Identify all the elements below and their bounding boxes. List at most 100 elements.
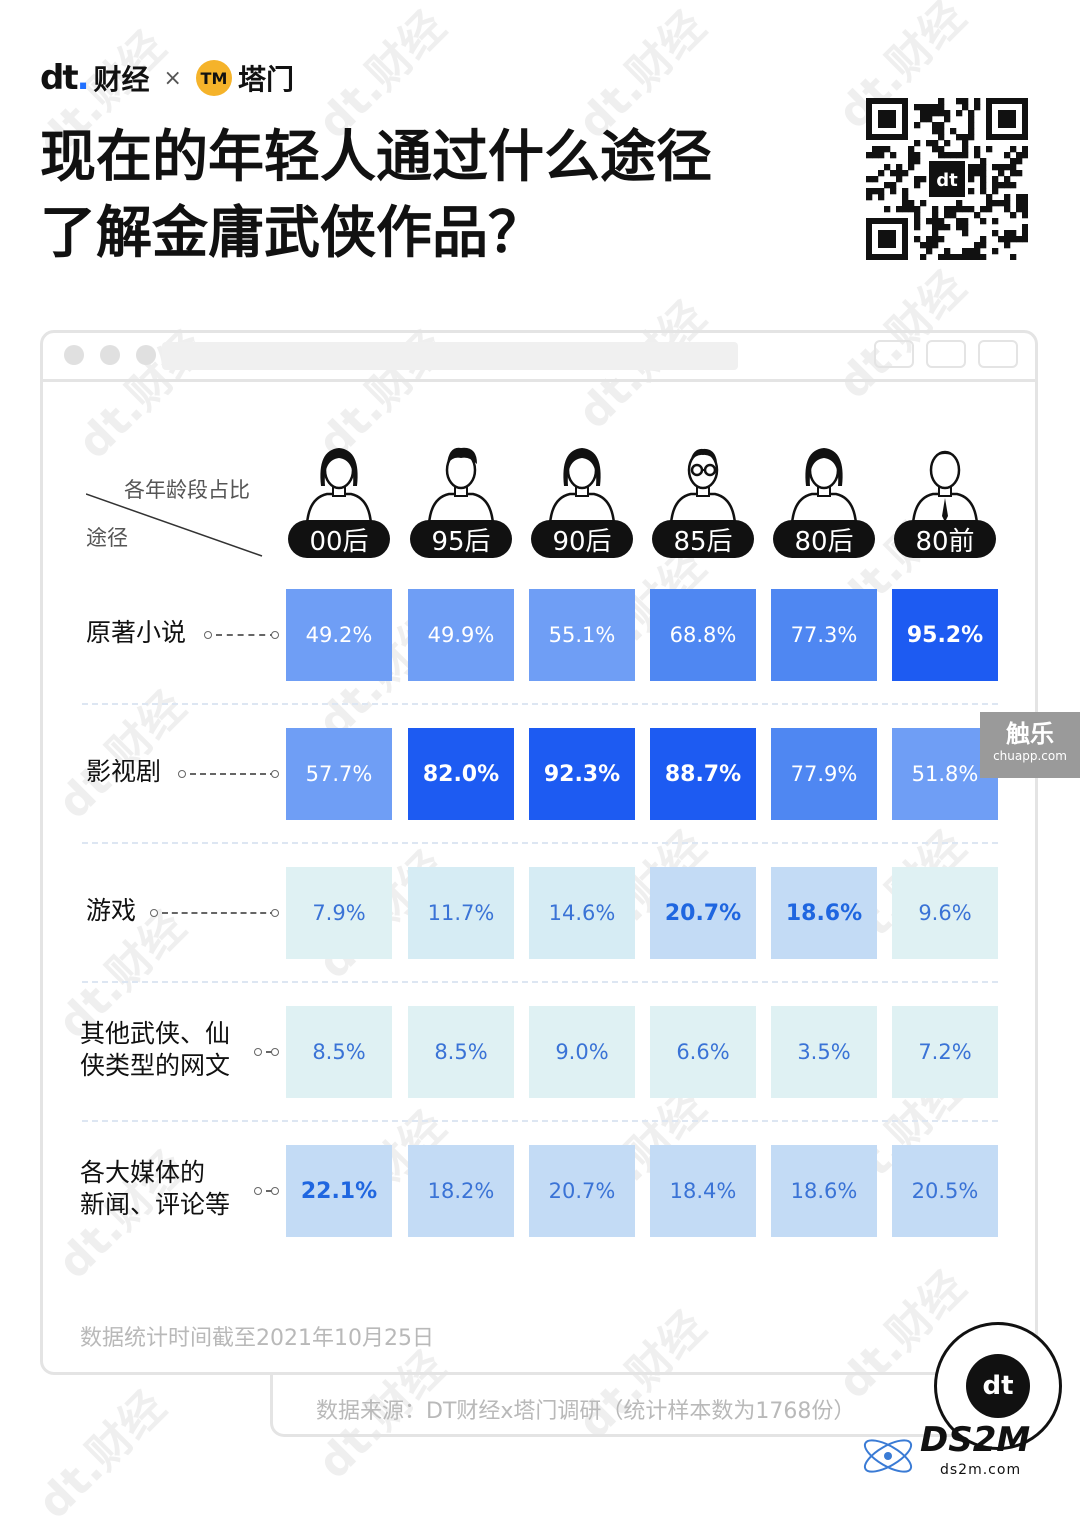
heatmap-cell: 77.9% bbox=[771, 728, 877, 820]
browser-titlebar bbox=[40, 330, 1038, 382]
leader-dot bbox=[271, 631, 279, 639]
heatmap-cell: 92.3% bbox=[529, 728, 635, 820]
footnote: 数据统计时间截至2021年10月25日 bbox=[80, 1326, 434, 1351]
age-group-label: 85后 bbox=[652, 520, 754, 558]
atom-icon bbox=[863, 1439, 913, 1473]
leader-dot bbox=[254, 1048, 262, 1056]
heatmap-cell: 3.5% bbox=[771, 1006, 877, 1098]
dt-brand-name: 财经 bbox=[93, 63, 150, 96]
avatar-icon bbox=[784, 440, 864, 528]
row-label-line: 各大媒体的 bbox=[80, 1158, 206, 1187]
address-bar bbox=[162, 342, 738, 370]
chuapp-watermark: 触乐 chuapp.com bbox=[980, 712, 1080, 778]
heatmap-cell: 68.8% bbox=[650, 589, 756, 681]
row-label-line: 原著小说 bbox=[86, 618, 187, 647]
heatmap-cell: 20.5% bbox=[892, 1145, 998, 1237]
row-label-line: 游戏 bbox=[86, 896, 137, 925]
row-label-line: 影视剧 bbox=[86, 757, 162, 786]
row-label: 游戏 bbox=[86, 895, 136, 927]
heatmap-cell: 9.0% bbox=[529, 1006, 635, 1098]
leader-dot bbox=[150, 909, 158, 917]
age-group-label: 00后 bbox=[288, 520, 390, 558]
row-label: 原著小说 bbox=[86, 617, 186, 649]
row-label-line: 侠类型的网文 bbox=[80, 1051, 231, 1080]
tamen-logo-icon: TM bbox=[195, 60, 232, 96]
leader-dot bbox=[271, 909, 279, 917]
partner-brand-name: 塔门 bbox=[237, 63, 294, 96]
corner-dt-logo: dt bbox=[934, 1322, 1062, 1450]
chuapp-name: 触乐 bbox=[1006, 720, 1054, 748]
heatmap-cell: 9.6% bbox=[892, 867, 998, 959]
record-icon bbox=[874, 340, 914, 368]
heatmap-cell: 57.7% bbox=[286, 728, 392, 820]
row-label: 影视剧 bbox=[86, 756, 161, 788]
leader-dot bbox=[254, 1187, 262, 1195]
page-title: 现在的年轻人通过什么途径 了解金庸武侠作品？ bbox=[40, 120, 820, 272]
heatmap-cell: 11.7% bbox=[408, 867, 514, 959]
heatmap-cell: 55.1% bbox=[529, 589, 635, 681]
row-separator bbox=[82, 981, 998, 983]
dt-logo-icon: dt bbox=[966, 1354, 1030, 1418]
avatar-icon bbox=[542, 440, 622, 528]
leader-dot bbox=[271, 770, 279, 778]
avatar-icon bbox=[299, 440, 379, 528]
data-source: 数据来源：DT财经x塔门调研（统计样本数为1768份） bbox=[316, 1399, 856, 1424]
leader-dot bbox=[271, 1048, 279, 1056]
qr-code: dt bbox=[866, 98, 1029, 261]
heatmap-cell: 20.7% bbox=[529, 1145, 635, 1237]
leader-dot bbox=[271, 1187, 279, 1195]
ds2m-name: DS2M bbox=[920, 1420, 1031, 1460]
title-line-1: 现在的年轻人通过什么途径 bbox=[40, 125, 712, 190]
age-group-label: 95后 bbox=[410, 520, 512, 558]
minimize-icon bbox=[100, 345, 120, 365]
watermark-text: dt.财经 bbox=[28, 1381, 176, 1529]
dt-logo: dt. bbox=[40, 58, 90, 98]
heatmap-cell: 82.0% bbox=[408, 728, 514, 820]
svg-text:dt: dt bbox=[936, 170, 958, 191]
heatmap-cell: 18.2% bbox=[408, 1145, 514, 1237]
heatmap-cell: 7.2% bbox=[892, 1006, 998, 1098]
leader-dot bbox=[204, 631, 212, 639]
heatmap-cell: 18.6% bbox=[771, 1145, 877, 1237]
heatmap-cell: 8.5% bbox=[408, 1006, 514, 1098]
avatar-icon bbox=[421, 440, 501, 528]
heatmap-cell: 18.6% bbox=[771, 867, 877, 959]
heatmap-cell: 49.9% bbox=[408, 589, 514, 681]
avatar-icon bbox=[663, 440, 743, 528]
title-line-2: 了解金庸武侠作品？ bbox=[40, 201, 544, 266]
heatmap-cell: 18.4% bbox=[650, 1145, 756, 1237]
avatar-icon bbox=[905, 440, 985, 528]
leader-line bbox=[216, 634, 276, 636]
heatmap-cell: 8.5% bbox=[286, 1006, 392, 1098]
chuapp-url: chuapp.com bbox=[993, 749, 1067, 763]
header-left-label: 途径 bbox=[86, 526, 128, 550]
heatmap-cell: 7.9% bbox=[286, 867, 392, 959]
leader-line bbox=[190, 773, 276, 775]
age-group-label: 90后 bbox=[531, 520, 633, 558]
row-separator bbox=[82, 703, 998, 705]
row-label-line: 其他武侠、仙 bbox=[80, 1019, 231, 1048]
row-label: 其他武侠、仙 侠类型的网文 bbox=[80, 1018, 230, 1082]
heatmap-cell: 14.6% bbox=[529, 867, 635, 959]
header-top-label: 各年龄段占比 bbox=[124, 478, 250, 502]
browser-window-frame bbox=[40, 330, 1038, 1375]
brand-header: dt. 财经 × TM 塔门 bbox=[40, 58, 294, 98]
heatmap-cell: 88.7% bbox=[650, 728, 756, 820]
leader-line bbox=[162, 912, 276, 914]
heatmap-cell: 77.3% bbox=[771, 589, 877, 681]
age-group-label: 80后 bbox=[773, 520, 875, 558]
heatmap-cell: 49.2% bbox=[286, 589, 392, 681]
heatmap-cell: 95.2% bbox=[892, 589, 998, 681]
age-group-label: 80前 bbox=[894, 520, 996, 558]
windows-icon bbox=[978, 340, 1018, 368]
ds2m-watermark: DS2M ds2m.com bbox=[858, 1420, 1068, 1490]
maximize-icon bbox=[136, 345, 156, 365]
row-label-line: 新闻、评论等 bbox=[80, 1190, 231, 1219]
ds2m-url: ds2m.com bbox=[940, 1462, 1022, 1478]
row-separator bbox=[82, 1120, 998, 1122]
brand-times: × bbox=[163, 65, 182, 91]
row-separator bbox=[82, 842, 998, 844]
row-label: 各大媒体的新闻、评论等 bbox=[80, 1157, 230, 1221]
share-icon bbox=[926, 340, 966, 368]
leader-dot bbox=[178, 770, 186, 778]
